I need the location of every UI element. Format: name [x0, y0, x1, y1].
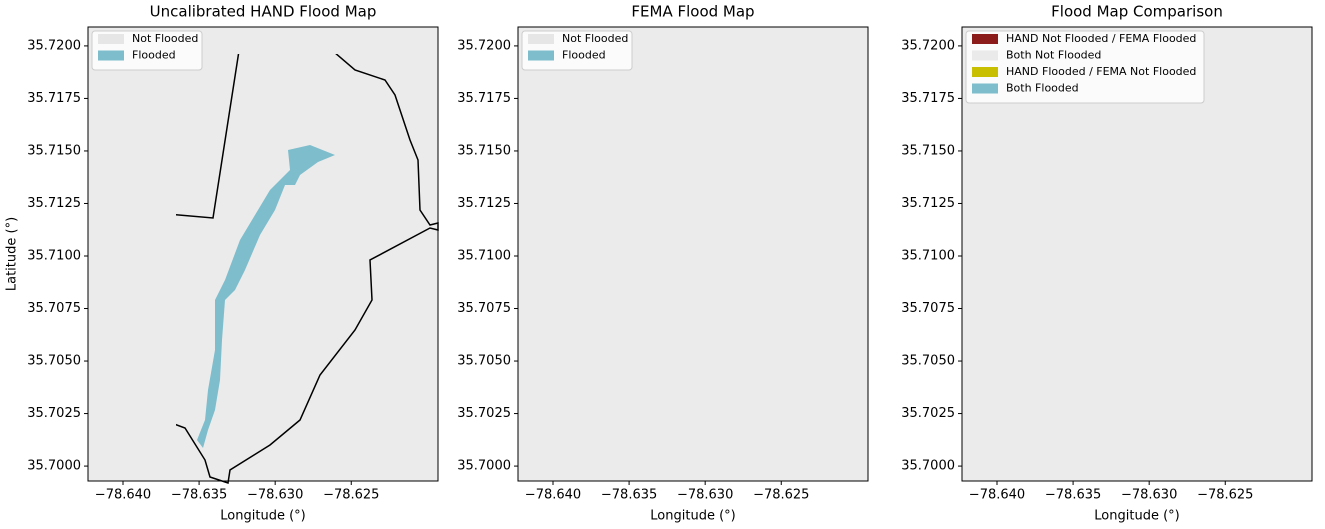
- legend-label: Flooded: [132, 49, 176, 62]
- panel: −78.640 −78.635 −78.630 −78.625 35.7000 35.70…: [457, 3, 869, 524]
- legend-label: Flooded: [562, 49, 606, 62]
- plot-frame: [517, 26, 869, 482]
- y-tick-label: 35.7175: [457, 91, 511, 106]
- x-tick-label: −78.625: [753, 488, 809, 503]
- x-tick-label: −78.640: [95, 488, 151, 503]
- y-tick-label: 35.7125: [457, 196, 511, 211]
- legend-swatch: [528, 50, 554, 61]
- legend-swatch: [972, 67, 998, 77]
- x-tick-label: −78.625: [323, 488, 379, 503]
- y-tick-label: 35.7000: [457, 459, 511, 474]
- panel: −78.640 −78.635 −78.630 −78.625 35.7000 35.70…: [5, 3, 439, 524]
- legend-swatch: [972, 50, 998, 61]
- x-tick-label: −78.635: [601, 488, 657, 503]
- y-tick-label: 35.7075: [457, 301, 511, 316]
- x-axis-label: Longitude (°): [650, 509, 735, 524]
- legend-swatch: [98, 50, 124, 61]
- plot-frame: [961, 26, 1313, 482]
- y-tick-label: 35.7125: [901, 196, 955, 211]
- plot-frame: [87, 26, 439, 482]
- x-tick-label: −78.625: [1197, 488, 1253, 503]
- x-tick-label: −78.640: [969, 488, 1025, 503]
- x-tick-label: −78.635: [171, 488, 227, 503]
- y-tick-label: 35.7175: [901, 91, 955, 106]
- chart-title: FEMA Flood Map: [631, 3, 754, 21]
- y-tick-label: 35.7200: [457, 38, 511, 53]
- y-tick-label: 35.7150: [457, 143, 511, 158]
- panel: −78.640 −78.635 −78.630 −78.625 35.7000 35.70…: [901, 3, 1313, 524]
- y-axis-label: Latitude (°): [5, 217, 20, 291]
- y-tick-label: 35.7075: [27, 301, 81, 316]
- legend-swatch: [972, 83, 998, 94]
- y-tick-label: 35.7150: [27, 143, 81, 158]
- x-tick-label: −78.630: [1121, 488, 1177, 503]
- legend-swatch: [98, 34, 124, 44]
- legend-label: Not Flooded: [562, 32, 628, 45]
- legend-label: Both Flooded: [1006, 82, 1079, 95]
- y-tick-label: 35.7100: [457, 248, 511, 263]
- x-tick-label: −78.630: [247, 488, 303, 503]
- y-tick-label: 35.7000: [27, 459, 81, 474]
- legend-label: HAND Flooded / FEMA Not Flooded: [1006, 65, 1196, 78]
- y-tick-label: 35.7000: [901, 459, 955, 474]
- y-tick-label: 35.7175: [27, 91, 81, 106]
- x-tick-label: −78.635: [1045, 488, 1101, 503]
- plot-background: [518, 27, 868, 481]
- chart-title: Uncalibrated HAND Flood Map: [150, 3, 377, 21]
- legend-swatch: [972, 34, 998, 44]
- y-tick-label: 35.7025: [457, 406, 511, 421]
- y-tick-label: 35.7075: [901, 301, 955, 316]
- x-axis-label: Longitude (°): [1094, 509, 1179, 524]
- y-tick-label: 35.7200: [27, 38, 81, 53]
- y-tick-label: 35.7050: [457, 354, 511, 369]
- y-tick-label: 35.7125: [27, 196, 81, 211]
- y-tick-label: 35.7050: [27, 354, 81, 369]
- y-tick-label: 35.7100: [27, 248, 81, 263]
- x-tick-label: −78.640: [525, 488, 581, 503]
- plot-background: [88, 27, 438, 481]
- legend-label: Not Flooded: [132, 32, 198, 45]
- legend-label: Both Not Flooded: [1006, 49, 1101, 62]
- y-tick-label: 35.7050: [901, 354, 955, 369]
- y-tick-label: 35.7150: [901, 143, 955, 158]
- x-axis-label: Longitude (°): [220, 509, 305, 524]
- legend-swatch: [528, 34, 554, 44]
- chart-title: Flood Map Comparison: [1051, 3, 1223, 21]
- y-tick-label: 35.7025: [901, 406, 955, 421]
- y-tick-label: 35.7100: [901, 248, 955, 263]
- y-tick-label: 35.7025: [27, 406, 81, 421]
- legend-label: HAND Not Flooded / FEMA Flooded: [1006, 32, 1196, 45]
- flood-area: [197, 145, 335, 448]
- legend-box: [965, 30, 1205, 104]
- x-tick-label: −78.630: [677, 488, 733, 503]
- y-tick-label: 35.7200: [901, 38, 955, 53]
